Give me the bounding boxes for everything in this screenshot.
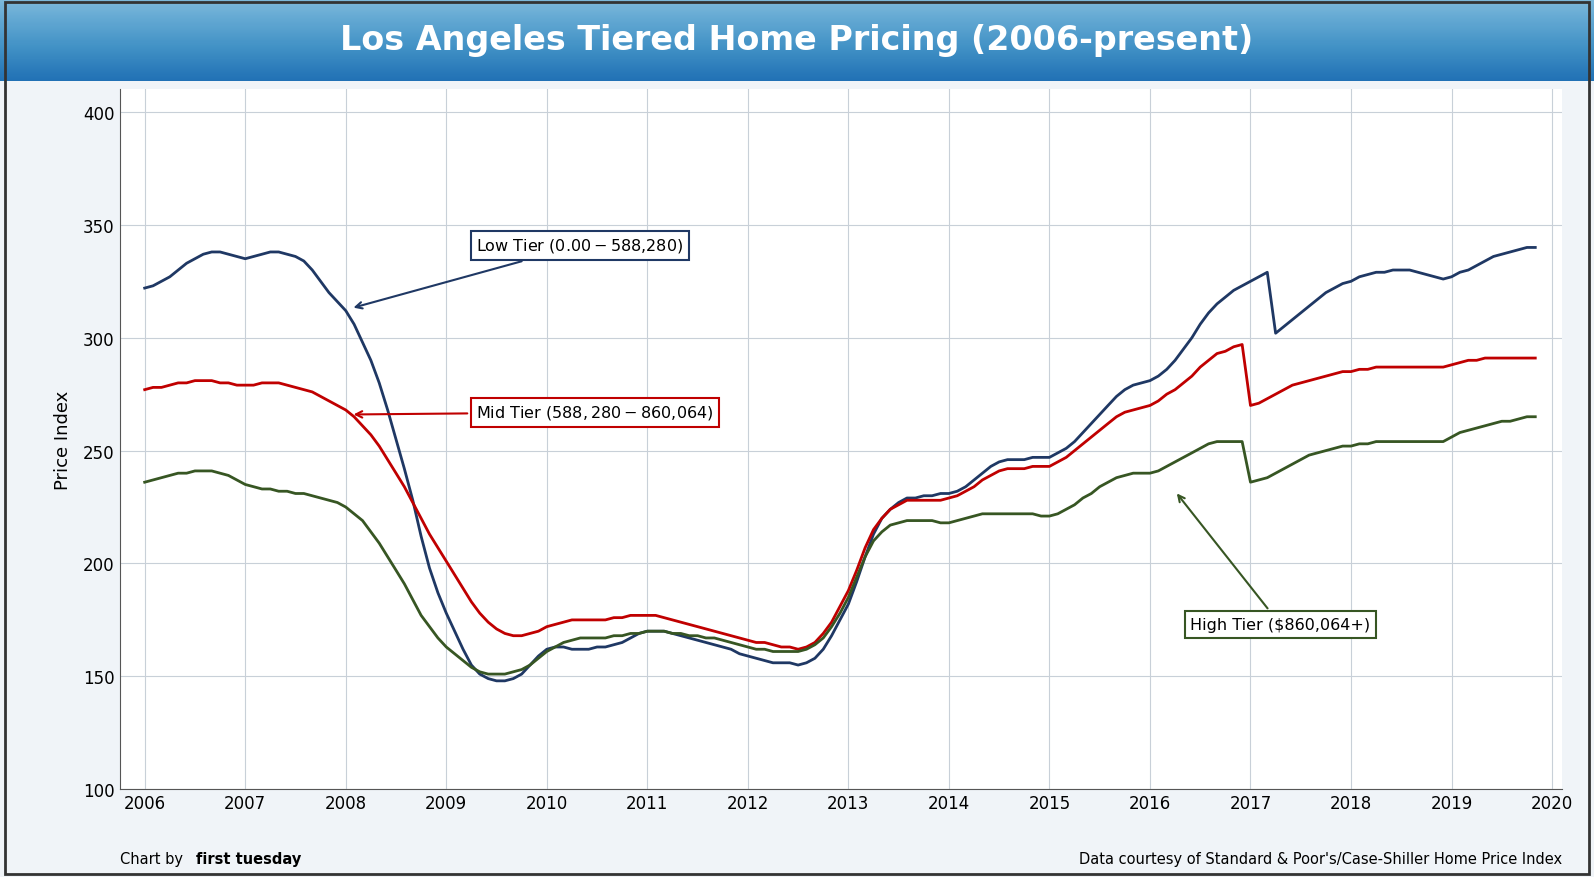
Text: High Tier ($860,064+): High Tier ($860,064+) bbox=[1178, 496, 1371, 632]
Text: Mid Tier ($588,280 - $860,064): Mid Tier ($588,280 - $860,064) bbox=[355, 403, 714, 422]
Y-axis label: Price Index: Price Index bbox=[54, 390, 72, 489]
Text: Chart by: Chart by bbox=[120, 852, 186, 866]
Text: Los Angeles Tiered Home Pricing (2006-present): Los Angeles Tiered Home Pricing (2006-pr… bbox=[341, 25, 1253, 57]
Text: first tuesday: first tuesday bbox=[196, 852, 301, 866]
Text: Low Tier ($0.00 - $588,280): Low Tier ($0.00 - $588,280) bbox=[355, 237, 684, 309]
Text: Data courtesy of Standard & Poor's/Case-Shiller Home Price Index: Data courtesy of Standard & Poor's/Case-… bbox=[1079, 852, 1562, 866]
